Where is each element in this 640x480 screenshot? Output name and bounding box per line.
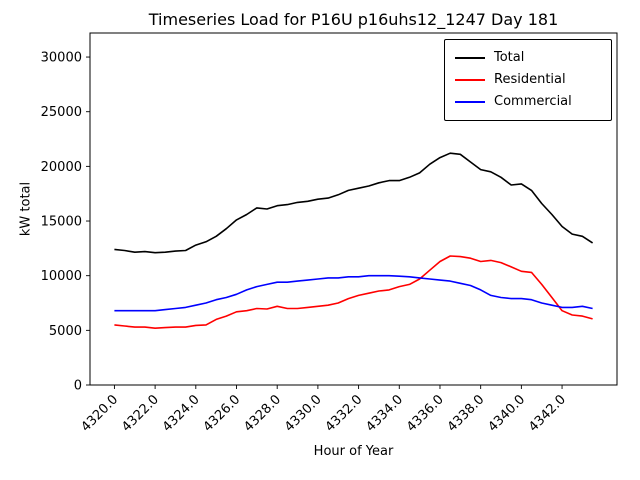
legend-line-residential-icon: [455, 79, 485, 81]
axes-frame: [89, 32, 618, 386]
series-residential: [114, 255, 593, 330]
svg-text:4338.0: 4338.0: [445, 392, 488, 435]
svg-text:4336.0: 4336.0: [404, 392, 447, 435]
svg-text:4324.0: 4324.0: [160, 392, 203, 435]
legend-label-commercial: Commercial: [494, 94, 572, 109]
legend-entry-residential: Residential: [455, 69, 601, 91]
svg-text:4332.0: 4332.0: [323, 392, 366, 435]
legend: Total Residential Commercial: [444, 39, 612, 121]
svg-text:4328.0: 4328.0: [241, 392, 284, 435]
svg-text:10000: 10000: [41, 269, 82, 284]
svg-text:4340.0: 4340.0: [485, 392, 528, 435]
svg-text:4334.0: 4334.0: [363, 392, 406, 435]
chart-title: Timeseries Load for P16U p16uhs12_1247 D…: [148, 10, 559, 29]
svg-text:30000: 30000: [41, 51, 82, 66]
y-axis: 0 5000 10000 15000 20000 25000 30000: [41, 51, 90, 394]
series-commercial: [114, 274, 593, 312]
svg-text:4330.0: 4330.0: [282, 392, 325, 435]
x-axis-label: Hour of Year: [313, 444, 394, 459]
y-axis-label: kW total: [18, 181, 34, 237]
legend-line-commercial-icon: [455, 101, 485, 103]
svg-text:4342.0: 4342.0: [526, 392, 569, 435]
svg-text:5000: 5000: [49, 324, 82, 339]
svg-text:4326.0: 4326.0: [201, 392, 244, 435]
legend-entry-commercial: Commercial: [455, 91, 601, 113]
svg-text:20000: 20000: [41, 160, 82, 175]
legend-line-total-icon: [455, 57, 485, 59]
svg-text:4320.0: 4320.0: [78, 392, 121, 435]
x-axis: 4320.04322.04324.04326.04328.04330.04332…: [78, 385, 569, 435]
svg-text:4322.0: 4322.0: [119, 392, 162, 435]
svg-text:25000: 25000: [41, 105, 82, 120]
legend-label-total: Total: [494, 50, 525, 65]
legend-label-residential: Residential: [494, 72, 566, 87]
svg-text:15000: 15000: [41, 215, 82, 230]
series-total: [114, 152, 594, 254]
legend-entry-total: Total: [455, 47, 601, 69]
svg-text:0: 0: [74, 379, 82, 394]
